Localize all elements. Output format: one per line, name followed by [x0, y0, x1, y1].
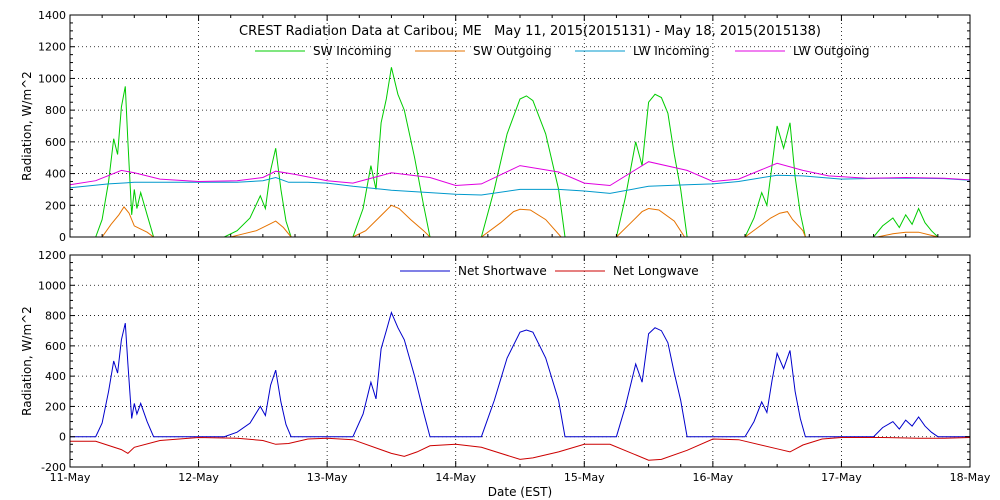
top-panel-sw-lw-radiation: 0 200 400 600 800 1000 1200 1400 Radiation, W/m^…	[20, 9, 971, 244]
plot-frame	[69, 254, 971, 468]
x-tick-label: 11-May	[50, 471, 91, 484]
legend-label: LW Incoming	[633, 44, 710, 58]
legend-label: SW Incoming	[313, 44, 392, 58]
x-tick-label: 14-May	[435, 471, 476, 484]
grid-lines	[70, 15, 970, 237]
y-axis-label: Radiation, W/m^2	[20, 71, 34, 181]
x-tick-label: 13-May	[307, 471, 348, 484]
series-line-net-longwave	[70, 436, 971, 461]
y-tick-label: 1200	[38, 249, 66, 262]
y-tick-label: 1400	[38, 9, 66, 22]
y-tick-label: 200	[45, 400, 66, 413]
y-axis-label: Radiation, W/m^2	[20, 306, 34, 416]
x-tick-label: 18-May	[950, 471, 991, 484]
series-line-net-shortwave	[70, 310, 970, 438]
y-tick-label: 800	[45, 104, 66, 117]
x-axis-label: Date (EST)	[488, 485, 552, 499]
bottom-panel-net-radiation: -200 0 200 400 600 800 1000 1200 11-May 12-May 13-…	[20, 249, 991, 499]
y-tick-label: 200	[45, 199, 66, 212]
y-tick-label: 1000	[38, 72, 66, 85]
series-line-lw-incoming	[69, 174, 971, 196]
series-line-lw-outgoing	[69, 161, 971, 187]
x-tick-label: 17-May	[821, 471, 862, 484]
y-tick-label: 400	[45, 168, 66, 181]
grid-lines	[70, 255, 970, 467]
chart-title: CREST Radiation Data at Caribou, ME May …	[239, 24, 821, 39]
y-tick-label: 800	[45, 310, 66, 323]
legend-label: Net Shortwave	[458, 264, 547, 278]
y-tick-label: 0	[59, 231, 66, 244]
y-tick-label: 0	[59, 431, 66, 444]
x-tick-label: 16-May	[692, 471, 733, 484]
series-line-sw-outgoing	[70, 204, 970, 238]
y-tick-label: -200	[41, 461, 66, 474]
legend-label: LW Outgoing	[793, 44, 870, 58]
x-tick-label: 15-May	[564, 471, 605, 484]
y-tick-label: 1000	[38, 279, 66, 292]
y-tick-label: 400	[45, 370, 66, 383]
legend-label: SW Outgoing	[473, 44, 552, 58]
y-tick-label: 600	[45, 340, 66, 353]
y-tick-label: 1200	[38, 41, 66, 54]
series-line-sw-incoming	[70, 67, 970, 238]
x-tick-label: 12-May	[178, 471, 219, 484]
y-tick-label: 600	[45, 136, 66, 149]
legend-label: Net Longwave	[613, 264, 699, 278]
